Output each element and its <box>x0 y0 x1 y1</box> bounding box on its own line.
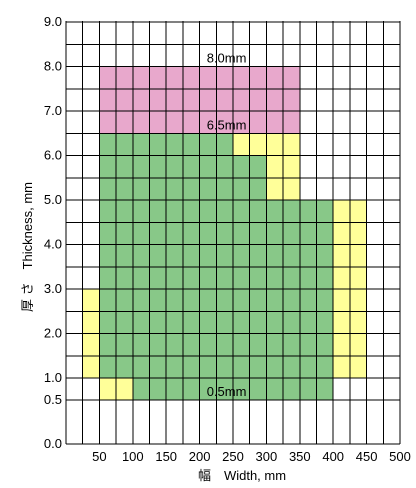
annotations: 8.0mm 6.5mm 0.5mm <box>207 51 247 400</box>
y-tick-6: 5.0 <box>44 192 62 207</box>
x-tick-8: 450 <box>356 449 378 464</box>
x-tick-7: 400 <box>322 449 344 464</box>
y-tick-2: 1.0 <box>44 370 62 385</box>
x-tick-4: 250 <box>222 449 244 464</box>
x-tick-labels: 50 100 150 200 250 300 350 400 450 500 <box>92 449 411 464</box>
x-tick-9: 500 <box>389 449 411 464</box>
y-tick-8: 7.0 <box>44 103 62 118</box>
x-tick-5: 300 <box>256 449 278 464</box>
x-tick-6: 350 <box>289 449 311 464</box>
y-tick-9: 8.0 <box>44 59 62 74</box>
grid <box>65 21 401 445</box>
y-tick-labels: 0.0 0.5 1.0 2.0 3.0 4.0 5.0 6.0 7.0 8.0 9.0 <box>44 14 62 451</box>
x-tick-0: 50 <box>92 449 106 464</box>
x-tick-2: 150 <box>155 449 177 464</box>
y-tick-1: 0.5 <box>44 392 62 407</box>
y-tick-0: 0.0 <box>44 436 62 451</box>
y-tick-3: 2.0 <box>44 326 62 341</box>
x-tick-3: 200 <box>189 449 211 464</box>
y-axis-title: 厚 さ Thickness, mm <box>20 182 35 312</box>
region-label-1: 6.5mm <box>207 117 247 132</box>
x-axis-title: 幅 Width, mm <box>198 468 286 483</box>
y-tick-5: 4.0 <box>44 237 62 252</box>
x-tick-1: 100 <box>122 449 144 464</box>
region-label-0: 8.0mm <box>207 51 247 66</box>
region-label-2: 0.5mm <box>207 384 247 399</box>
y-tick-7: 6.0 <box>44 148 62 163</box>
y-tick-4: 3.0 <box>44 281 62 296</box>
y-tick-10: 9.0 <box>44 14 62 29</box>
